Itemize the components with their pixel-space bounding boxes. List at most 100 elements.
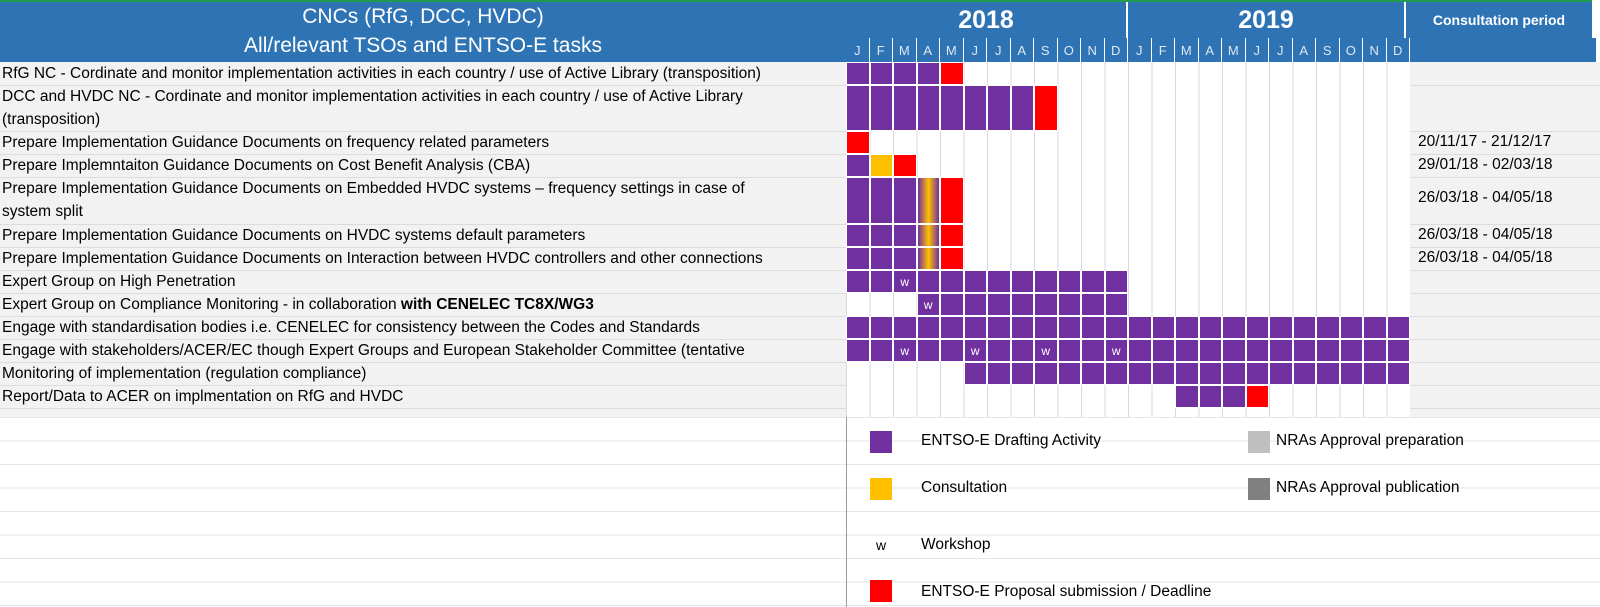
drafting-cell <box>940 316 964 339</box>
drafting-cell <box>846 85 870 131</box>
month-header-7: A <box>1010 38 1034 62</box>
task-text: Prepare Implementation Guidance Document… <box>2 134 550 151</box>
drafting-cell <box>1222 385 1246 408</box>
drafting-cell <box>916 85 940 131</box>
task-text-bold: with CENELEC TC8X/WG3 <box>400 296 594 313</box>
month-header-0: J <box>846 38 870 62</box>
row-separator <box>0 154 1600 155</box>
drafting-cell <box>987 85 1011 131</box>
task-text: Expert Group on High Penetration <box>2 273 236 290</box>
drafting-cell <box>1316 362 1340 385</box>
task-label-3: Prepare Implemntaiton Guidance Documents… <box>2 154 844 177</box>
drafting-cell <box>940 85 964 131</box>
deadline-cell <box>940 224 964 247</box>
workshop-marker: w <box>893 339 917 362</box>
drafting-cell <box>963 293 987 316</box>
task-label-6: Prepare Implementation Guidance Document… <box>2 247 844 270</box>
drafting-cell <box>1269 362 1293 385</box>
drafting-cell <box>869 224 893 247</box>
deadline-cell <box>940 177 964 224</box>
drafting-cell <box>869 85 893 131</box>
month-header-3: A <box>916 38 940 62</box>
month-header-20: S <box>1316 38 1340 62</box>
deadline-cell <box>1245 385 1269 408</box>
legend-workshop-symbol: w <box>876 537 887 553</box>
drafting-cell <box>1198 362 1222 385</box>
drafting-cell <box>987 270 1011 293</box>
drafting-cell <box>869 62 893 85</box>
deadline-cell <box>940 247 964 270</box>
task-text: Prepare Implemntaiton Guidance Documents… <box>2 157 531 174</box>
month-header-2: M <box>893 38 917 62</box>
consultation-cell <box>869 154 893 177</box>
task-text-continued: (transposition) <box>2 111 101 128</box>
month-header-11: D <box>1104 38 1128 62</box>
drafting-cell <box>1198 339 1222 362</box>
row-separator <box>0 224 1600 225</box>
drafting-cell <box>1057 339 1081 362</box>
row-separator <box>0 339 1600 340</box>
drafting-cell <box>1010 293 1034 316</box>
task-label-8: Expert Group on Compliance Monitoring - … <box>2 293 844 316</box>
drafting-cell <box>846 62 870 85</box>
drafting-cell <box>1057 362 1081 385</box>
drafting-cell <box>1175 362 1199 385</box>
drafting-cell <box>963 362 987 385</box>
year-2018: 2018 <box>846 2 1128 38</box>
drafting-cell <box>987 362 1011 385</box>
task-text: Expert Group on Compliance Monitoring - … <box>2 296 401 313</box>
consultation-period-4: 26/03/18 - 04/05/18 <box>1418 189 1553 206</box>
drafting-cell <box>916 339 940 362</box>
drafting-cell <box>1339 339 1363 362</box>
drafting-cell <box>1081 270 1105 293</box>
drafting-cell <box>1057 293 1081 316</box>
drafting-cell <box>893 224 917 247</box>
drafting-cell <box>916 316 940 339</box>
legend-drafting-label: ENTSO-E Drafting Activity <box>921 432 1102 449</box>
drafting-cell <box>1010 316 1034 339</box>
task-text-continued: system split <box>2 203 83 220</box>
chart-subtitle: All/relevant TSOs and ENTSO-E tasks <box>244 34 602 57</box>
workshop-marker: w <box>963 339 987 362</box>
workshop-marker: w <box>893 270 917 293</box>
drafting-cell <box>893 85 917 131</box>
deadline-cell <box>846 131 870 154</box>
deadline-cell <box>1034 85 1058 131</box>
month-header-12: J <box>1128 38 1152 62</box>
task-text: Prepare Implementation Guidance Document… <box>2 227 586 244</box>
consultation-period-3: 29/01/18 - 02/03/18 <box>1418 156 1553 173</box>
drafting-cell <box>1010 85 1034 131</box>
consultation-transition-cell <box>916 247 940 270</box>
column-divider <box>846 417 847 607</box>
task-label-11: Monitoring of implementation (regulation… <box>2 362 844 385</box>
drafting-cell <box>1010 362 1034 385</box>
month-header-14: M <box>1175 38 1199 62</box>
drafting-cell <box>987 316 1011 339</box>
drafting-cell <box>1386 362 1410 385</box>
drafting-cell <box>1034 270 1058 293</box>
drafting-cell <box>916 62 940 85</box>
task-text: Engage with stakeholders/ACER/EC though … <box>2 342 745 359</box>
drafting-cell <box>846 224 870 247</box>
drafting-cell <box>1081 316 1105 339</box>
drafting-cell <box>1269 316 1293 339</box>
consultation-period-2: 20/11/17 - 21/12/17 <box>1418 133 1552 150</box>
drafting-cell <box>1269 339 1293 362</box>
drafting-cell <box>940 293 964 316</box>
legend-nras-prep-swatch <box>1248 431 1270 453</box>
drafting-cell <box>846 154 870 177</box>
task-label-1: DCC and HVDC NC - Cordinate and monitor … <box>2 85 844 131</box>
drafting-cell <box>1175 385 1199 408</box>
drafting-cell <box>1363 339 1387 362</box>
drafting-cell <box>1057 270 1081 293</box>
row-separator <box>0 270 1600 271</box>
workshop-marker: w <box>1104 339 1128 362</box>
drafting-cell <box>893 247 917 270</box>
month-header-23: D <box>1386 38 1410 62</box>
task-text: Monitoring of implementation (regulation… <box>2 365 367 382</box>
drafting-cell <box>1175 339 1199 362</box>
drafting-cell <box>1128 316 1152 339</box>
legend-drafting-swatch <box>870 431 892 453</box>
drafting-cell <box>1245 316 1269 339</box>
task-label-12: Report/Data to ACER on implmentation on … <box>2 385 844 408</box>
